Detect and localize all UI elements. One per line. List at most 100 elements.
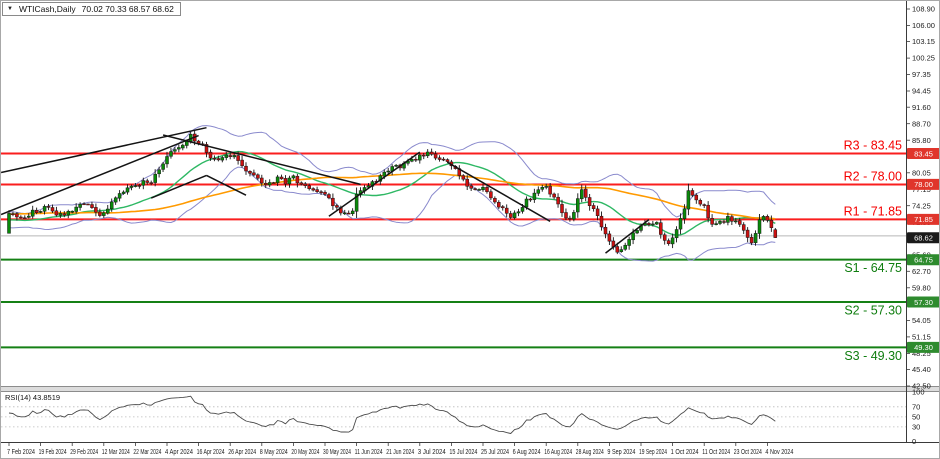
candle[interactable] xyxy=(228,152,232,160)
candle[interactable] xyxy=(129,184,134,191)
candle[interactable] xyxy=(485,185,489,194)
candle[interactable] xyxy=(50,204,55,214)
candle[interactable] xyxy=(121,190,126,195)
candle[interactable] xyxy=(718,219,722,226)
candle[interactable] xyxy=(738,217,742,227)
pane-separator[interactable] xyxy=(1,387,940,391)
candle[interactable] xyxy=(90,201,94,209)
candle[interactable] xyxy=(753,230,758,246)
candle[interactable] xyxy=(295,173,300,188)
candle[interactable] xyxy=(702,203,706,209)
candle[interactable] xyxy=(46,204,51,211)
candle[interactable] xyxy=(773,228,778,238)
candle[interactable] xyxy=(224,151,229,161)
candle[interactable] xyxy=(11,211,15,217)
candle[interactable] xyxy=(98,208,102,218)
candle[interactable] xyxy=(572,209,576,222)
candle[interactable] xyxy=(489,189,493,200)
candle[interactable] xyxy=(647,221,651,227)
candle[interactable] xyxy=(686,183,691,216)
candle[interactable] xyxy=(497,200,501,210)
candle[interactable] xyxy=(279,174,284,180)
candle[interactable] xyxy=(271,181,276,184)
candle[interactable] xyxy=(730,214,734,225)
candle[interactable] xyxy=(548,183,552,198)
candle[interactable] xyxy=(117,190,122,202)
candle[interactable] xyxy=(576,193,580,218)
candle[interactable] xyxy=(757,214,762,239)
candle[interactable] xyxy=(635,229,639,235)
candle[interactable] xyxy=(765,214,770,223)
candle[interactable] xyxy=(220,156,225,163)
candle[interactable] xyxy=(102,211,106,218)
candle[interactable] xyxy=(149,180,153,186)
trendline-8[interactable] xyxy=(605,219,650,254)
trendline-4[interactable] xyxy=(206,174,247,196)
candle[interactable] xyxy=(734,217,738,224)
candle[interactable] xyxy=(591,203,596,212)
candle[interactable] xyxy=(761,215,766,222)
candle[interactable] xyxy=(34,207,39,215)
candle[interactable] xyxy=(173,147,177,154)
candle[interactable] xyxy=(607,230,612,245)
candle[interactable] xyxy=(425,149,430,158)
candle[interactable] xyxy=(655,221,659,225)
candle[interactable] xyxy=(414,156,418,163)
candle[interactable] xyxy=(15,212,19,221)
candle[interactable] xyxy=(659,219,663,239)
candle[interactable] xyxy=(694,193,699,204)
candle[interactable] xyxy=(204,141,209,158)
candle[interactable] xyxy=(769,215,774,232)
candle[interactable] xyxy=(252,169,256,177)
candle[interactable] xyxy=(445,158,450,163)
candle[interactable] xyxy=(165,151,169,168)
candle[interactable] xyxy=(741,222,746,234)
candle[interactable] xyxy=(564,208,568,221)
candle[interactable] xyxy=(714,221,718,226)
candle[interactable] xyxy=(42,204,47,215)
candle[interactable] xyxy=(66,209,71,219)
candle[interactable] xyxy=(267,179,272,188)
candle[interactable] xyxy=(469,183,473,192)
candle[interactable] xyxy=(161,162,165,172)
candle[interactable] xyxy=(208,149,213,161)
candle[interactable] xyxy=(674,226,679,243)
candle[interactable] xyxy=(698,198,703,207)
candle[interactable] xyxy=(595,205,600,221)
candle[interactable] xyxy=(109,198,114,212)
candle[interactable] xyxy=(354,187,359,219)
candle[interactable] xyxy=(536,186,541,196)
candle[interactable] xyxy=(307,183,311,191)
candle[interactable] xyxy=(583,185,588,202)
candle[interactable] xyxy=(599,211,604,231)
candle[interactable] xyxy=(346,210,351,215)
candle[interactable] xyxy=(30,205,35,219)
trendline-7[interactable] xyxy=(447,161,551,222)
candle[interactable] xyxy=(169,148,173,159)
candle[interactable] xyxy=(651,220,655,227)
candle[interactable] xyxy=(145,178,150,185)
candle[interactable] xyxy=(418,152,422,164)
candle[interactable] xyxy=(264,179,268,188)
candle[interactable] xyxy=(54,206,59,217)
candle[interactable] xyxy=(38,210,43,214)
candle[interactable] xyxy=(106,205,110,215)
candle[interactable] xyxy=(516,208,521,217)
candle[interactable] xyxy=(315,186,319,193)
candle[interactable] xyxy=(394,164,398,168)
candle[interactable] xyxy=(722,219,726,225)
trendline-6[interactable] xyxy=(328,151,421,217)
candle[interactable] xyxy=(473,187,477,191)
candle[interactable] xyxy=(232,153,236,159)
candle[interactable] xyxy=(501,205,505,211)
candle[interactable] xyxy=(78,202,82,211)
candle[interactable] xyxy=(690,188,695,198)
candle[interactable] xyxy=(7,210,11,234)
trendline-2[interactable] xyxy=(1,126,207,174)
candle[interactable] xyxy=(493,196,497,204)
candle[interactable] xyxy=(528,197,533,202)
candle[interactable] xyxy=(568,215,572,222)
candle[interactable] xyxy=(532,188,537,203)
candle[interactable] xyxy=(244,162,248,175)
candle[interactable] xyxy=(678,213,683,235)
